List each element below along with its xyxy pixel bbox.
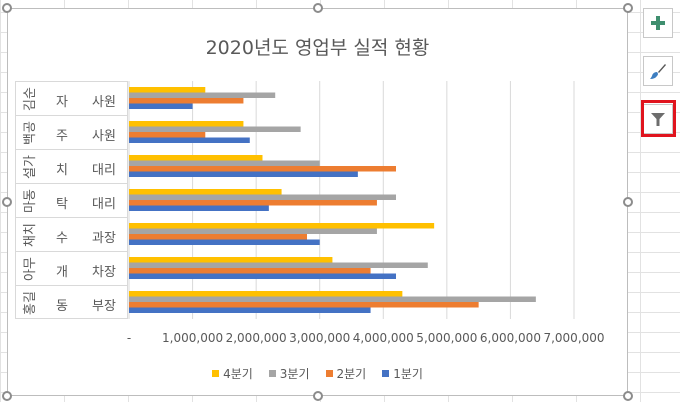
bar-3분기-김순자[interactable] <box>129 92 276 99</box>
bar-1분기-설가치[interactable] <box>129 171 358 178</box>
bar-3분기-채치수[interactable] <box>129 228 377 235</box>
category-position: 과장 <box>92 231 116 246</box>
bar-2분기-설가치[interactable] <box>129 166 396 172</box>
legend-item[interactable]: 2분기 <box>325 365 367 382</box>
bar-1분기-홍길동[interactable] <box>129 307 371 314</box>
bar-4분기-홍길동[interactable] <box>129 291 403 297</box>
legend-label: 4분기 <box>223 367 253 381</box>
bar-3분기-홍길동[interactable] <box>129 296 536 303</box>
resize-handle-bottom-right[interactable] <box>623 391 633 401</box>
x-tick-label: 4,000,000 <box>352 331 414 345</box>
plus-icon <box>651 16 665 30</box>
category-name-last: 동 <box>56 299 68 314</box>
category-name-part: 마동 <box>23 189 38 213</box>
chart-area[interactable]: 2020년도 영업부 실적 현황 김순 자 사원 백공 주 사원 설가 치 대리 마동 탁 대리 채치 수… <box>7 8 628 396</box>
bar-3분기-백공주[interactable] <box>129 126 301 133</box>
category-position: 사원 <box>92 95 116 110</box>
category-name-last: 개 <box>56 265 68 280</box>
category-label: 백공 주 사원 <box>15 115 128 149</box>
category-position: 대리 <box>92 197 116 212</box>
x-tick-label: 1,000,000 <box>162 331 224 345</box>
legend-item[interactable]: 4분기 <box>212 365 253 382</box>
resize-handle-top[interactable] <box>313 3 323 13</box>
bar-1분기-채치수[interactable] <box>129 239 320 246</box>
bar-4분기-백공주[interactable] <box>129 121 244 127</box>
resize-handle-bottom-left[interactable] <box>2 391 12 401</box>
chart-styles-button[interactable] <box>643 56 673 86</box>
legend[interactable]: 4분기 3분기 2분기 1분기 <box>8 365 627 382</box>
category-name-part: 아무 <box>23 257 38 281</box>
bar-2분기-채치수[interactable] <box>129 234 307 240</box>
bar-2분기-마동탁[interactable] <box>129 200 377 206</box>
category-name-part: 백공 <box>23 121 38 145</box>
paintbrush-icon <box>650 64 666 79</box>
bar-4분기-아무개[interactable] <box>129 257 333 263</box>
legend-swatch <box>268 370 276 377</box>
bar-1분기-아무개[interactable] <box>129 273 396 280</box>
bar-3분기-아무개[interactable] <box>129 262 428 269</box>
category-position: 차장 <box>92 265 116 280</box>
resize-handle-right[interactable] <box>623 197 633 207</box>
legend-swatch <box>325 370 333 377</box>
legend-swatch <box>212 370 220 377</box>
x-tick-label: - <box>126 331 132 345</box>
x-tick-label: 2,000,000 <box>225 331 287 345</box>
legend-label: 1분기 <box>393 367 423 381</box>
resize-handle-left[interactable] <box>2 197 12 207</box>
resize-handle-bottom[interactable] <box>313 391 323 401</box>
legend-item[interactable]: 3분기 <box>268 365 310 382</box>
bar-1분기-김순자[interactable] <box>129 103 193 110</box>
category-name-last: 탁 <box>56 197 68 212</box>
resize-handle-top-right[interactable] <box>623 3 633 13</box>
category-name-last: 자 <box>56 95 68 110</box>
category-label: 아무 개 차장 <box>15 251 128 285</box>
category-name-part: 김순 <box>23 87 38 111</box>
legend-item[interactable]: 1분기 <box>382 365 423 382</box>
category-name-last: 치 <box>56 163 68 178</box>
legend-swatch <box>382 370 390 377</box>
bar-4분기-설가치[interactable] <box>129 155 263 161</box>
bar-2분기-홍길동[interactable] <box>129 302 479 308</box>
category-position: 대리 <box>92 163 116 178</box>
bar-4분기-마동탁[interactable] <box>129 189 282 195</box>
x-tick-label: 5,000,000 <box>416 331 478 345</box>
x-tick-label: 3,000,000 <box>289 331 351 345</box>
bar-1분기-백공주[interactable] <box>129 137 250 144</box>
category-name-part: 홍길 <box>23 291 38 315</box>
bar-1분기-마동탁[interactable] <box>129 205 269 212</box>
category-label: 홍길 동 부장 <box>15 285 128 319</box>
chart-elements-button[interactable] <box>643 8 673 38</box>
highlight-box <box>641 100 676 137</box>
category-label: 채치 수 과장 <box>15 217 128 251</box>
legend-label: 3분기 <box>279 367 310 381</box>
chart-title[interactable]: 2020년도 영업부 실적 현황 <box>205 37 430 59</box>
bar-2분기-아무개[interactable] <box>129 268 371 274</box>
category-label: 김순 자 사원 <box>15 81 128 115</box>
bar-4분기-채치수[interactable] <box>129 223 435 229</box>
resize-handle-top-left[interactable] <box>2 3 12 13</box>
bar-2분기-김순자[interactable] <box>129 98 244 104</box>
category-position: 부장 <box>92 299 116 314</box>
bar-3분기-마동탁[interactable] <box>129 194 396 201</box>
category-name-part: 채치 <box>23 223 38 247</box>
funnel-icon <box>651 113 665 126</box>
category-name-last: 수 <box>56 231 68 246</box>
category-label: 설가 치 대리 <box>15 149 128 183</box>
plot-area <box>128 81 575 319</box>
category-label: 마동 탁 대리 <box>15 183 128 217</box>
bar-4분기-김순자[interactable] <box>129 87 206 93</box>
legend-label: 2분기 <box>336 367 367 381</box>
bar-3분기-설가치[interactable] <box>129 160 320 167</box>
x-tick-label: 7,000,000 <box>543 331 605 345</box>
category-name-last: 주 <box>56 129 68 144</box>
x-tick-label: 6,000,000 <box>479 331 541 345</box>
category-position: 사원 <box>92 129 116 144</box>
bar-2분기-백공주[interactable] <box>129 132 206 138</box>
category-name-part: 설가 <box>23 155 38 179</box>
